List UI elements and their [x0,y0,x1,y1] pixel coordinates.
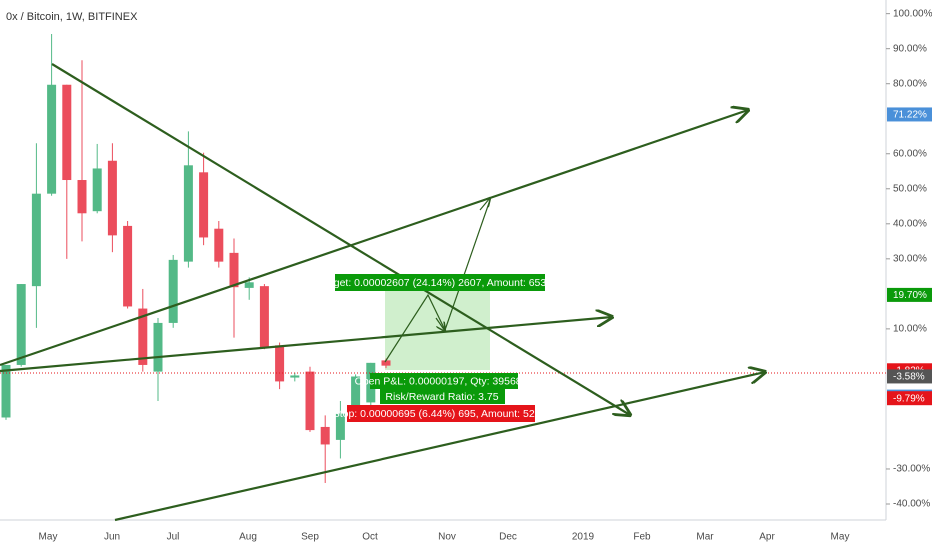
x-tick-label: Aug [239,532,257,543]
candle-body [77,180,87,214]
candle-body [351,376,361,414]
candle-body [381,360,391,366]
rr-label-box [380,389,505,404]
candle-body [1,364,11,418]
x-tick-label: May [831,532,850,543]
x-tick-label: Sep [301,532,319,543]
candle-body [320,426,330,445]
candle-body [62,84,72,181]
price-badge [887,391,932,406]
candle-body [16,284,26,365]
trend-line [0,317,612,373]
y-tick-label: 60.00% [893,148,927,159]
candle-body [259,286,269,348]
candle-body [214,228,224,262]
candle-body [229,252,239,288]
stop-label: Stop: 0.00000695 (6.44%) 695, Amount: 52… [333,408,550,420]
target-label: Target: 0.00002607 (24.14%) 2607, Amount… [319,277,561,289]
x-tick-label: Oct [362,532,378,543]
candle-body [305,371,315,431]
x-tick-label: Jun [104,532,120,543]
candle-body [107,160,117,236]
x-tick-label: 2019 [572,532,595,543]
y-tick-label: 50.00% [893,183,927,194]
candle-body [275,345,285,382]
y-tick-label: -40.00% [893,499,930,510]
rr-label: Risk/Reward Ratio: 3.75 [385,391,498,403]
x-tick-label: Feb [633,532,651,543]
y-tick-label: 80.00% [893,78,927,89]
stop-label-box [347,405,535,422]
x-tick-label: Nov [438,532,456,543]
y-tick-label: 40.00% [893,218,927,229]
projection-arrow [435,317,445,331]
trend-line [0,110,748,367]
x-tick-label: Apr [759,532,775,543]
trend-line [114,372,765,522]
price-badge-label: 19.70% [893,290,927,301]
y-tick-label: 90.00% [893,43,927,54]
pnl-label: Open P&L: 0.00000197, Qty: 3956834 [355,375,534,387]
candle-body [335,413,345,440]
candle-body [47,84,57,194]
x-tick-label: May [39,532,58,543]
candle-body [92,168,102,212]
price-badge [887,107,932,122]
candle-body [244,282,254,288]
x-tick-label: Dec [499,532,517,543]
candle-body [199,172,209,238]
candle-body [290,375,300,378]
price-badge [887,287,932,302]
projection-arrow [479,198,490,211]
y-tick-label: 10.00% [893,324,927,335]
price-badge-label: -9.79% [893,393,925,404]
projection-path [384,199,491,363]
y-tick-label: 30.00% [893,253,927,264]
trend-line [51,63,630,415]
candle-body [123,225,133,307]
x-tick-label: Mar [696,532,714,543]
pnl-label-box [370,373,518,389]
chart-title: 0x / Bitcoin, 1W, BITFINEX [6,11,138,23]
candle-body [31,193,41,287]
candle-body [168,259,178,323]
candle-body [183,165,193,262]
price-badge-label: 71.22% [893,110,927,121]
y-tick-label: -30.00% [893,464,930,475]
price-badge-label: -3.58% [893,372,925,383]
y-tick-label: 100.00% [893,8,932,19]
price-badge [887,369,932,384]
target-label-box [335,274,545,291]
candle-body [153,322,163,372]
x-tick-label: Jul [167,532,180,543]
candle-body [138,308,148,365]
